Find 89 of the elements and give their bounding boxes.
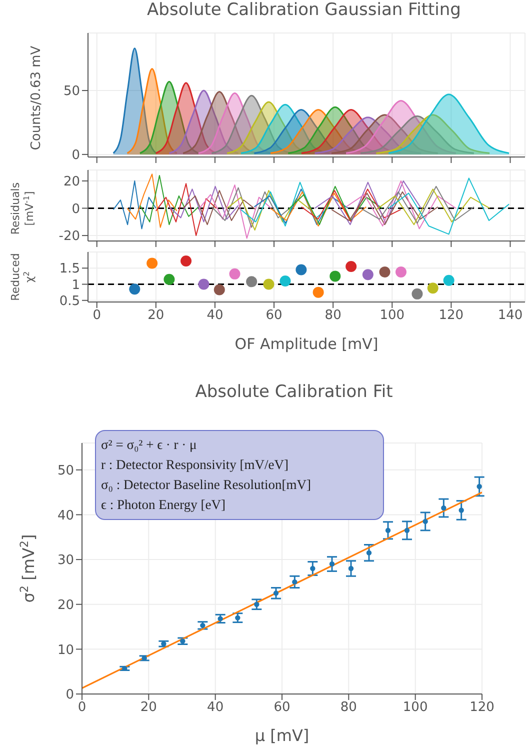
x-axis-title: μ [mV] — [254, 726, 310, 745]
point — [198, 278, 210, 290]
chart-title: Absolute Calibration Gaussian Fitting — [146, 0, 462, 20]
chart-title: Absolute Calibration Fit — [194, 382, 394, 402]
y-tick-label: 50 — [57, 464, 74, 479]
x-tick-label: 20 — [140, 700, 157, 716]
y-tick-label: -20 — [58, 229, 80, 244]
point — [385, 528, 391, 533]
x-tick-label: 120 — [470, 700, 494, 716]
point — [348, 566, 354, 572]
point — [296, 264, 307, 276]
x-tick-label: 20 — [148, 308, 164, 324]
y-tick-label: 1.5 — [59, 262, 80, 277]
line-series — [182, 190, 256, 226]
point — [362, 269, 374, 280]
point — [164, 274, 175, 285]
y-tick-label: 50 — [63, 84, 80, 100]
y-tick-label: 40 — [57, 508, 74, 524]
y-tick-label: 0 — [72, 148, 80, 164]
point — [292, 579, 298, 585]
annotation: σ² = σ₀² + ϵ · r · μ — [101, 436, 198, 454]
point — [229, 268, 240, 280]
x-tick-label: 60 — [266, 308, 282, 324]
point — [476, 484, 482, 490]
point — [427, 282, 438, 294]
point — [263, 278, 274, 290]
point — [366, 550, 372, 556]
x-tick-label: 40 — [207, 700, 224, 716]
point — [146, 258, 158, 269]
line-series — [300, 188, 402, 222]
point — [412, 288, 423, 300]
line-series — [240, 182, 330, 226]
point — [404, 528, 410, 533]
y-tick-label: 20 — [63, 174, 80, 190]
annotation: ϵ : Photon Energy [eV] — [101, 496, 226, 514]
line-series — [288, 186, 383, 226]
line-series — [388, 178, 510, 235]
annotation: σ₀ : Detector Baseline Resolution[mV] — [101, 476, 312, 494]
y-tick-label: 30 — [57, 553, 74, 568]
point — [458, 508, 464, 513]
point — [280, 276, 291, 287]
line-series — [139, 174, 199, 226]
x-tick-label: 140 — [498, 308, 523, 324]
x-tick-label: 80 — [340, 700, 357, 716]
y-tick-label: 10 — [57, 642, 74, 658]
y-axis-title: Counts/0.63 mV — [29, 46, 44, 150]
x-tick-label: 60 — [274, 700, 290, 716]
y-tick-label: 1 — [72, 278, 80, 293]
line-series — [346, 180, 456, 230]
point — [329, 561, 335, 567]
point — [441, 505, 446, 511]
y-tick-label: 20 — [57, 598, 74, 613]
line-series — [254, 188, 349, 226]
x-tick-label: 120 — [438, 308, 464, 324]
x-tick-label: 80 — [324, 308, 342, 324]
point — [310, 566, 316, 572]
point — [395, 266, 406, 278]
line-series — [155, 183, 217, 236]
line-series — [331, 191, 438, 226]
point — [214, 284, 225, 296]
point — [129, 284, 140, 295]
line-series — [112, 180, 156, 230]
line-series — [126, 174, 178, 228]
line-series — [314, 180, 422, 226]
point — [180, 256, 192, 267]
point — [443, 274, 454, 286]
x-tick-label: 0 — [92, 308, 101, 324]
point — [379, 266, 390, 278]
point — [312, 286, 324, 298]
x-axis-title: OF Amplitude [mV] — [234, 335, 378, 353]
line-series — [168, 186, 239, 222]
line-series — [270, 191, 367, 226]
line-series — [376, 188, 490, 226]
y-tick-label: 0 — [72, 202, 80, 217]
point — [254, 602, 260, 607]
point — [273, 590, 279, 596]
x-tick-label: 100 — [380, 308, 405, 324]
y-tick-label: 0.5 — [59, 294, 80, 309]
line-series — [360, 186, 474, 224]
point — [346, 261, 357, 272]
point — [246, 276, 258, 288]
x-tick-label: 100 — [402, 700, 428, 716]
line-series — [198, 184, 272, 239]
line-series — [226, 190, 311, 231]
y-tick-label: 0 — [66, 688, 74, 703]
annotation: r : Detector Responsivity [mV/eV] — [101, 456, 290, 474]
point — [422, 518, 428, 524]
x-tick-label: 40 — [206, 308, 224, 324]
point — [330, 270, 341, 282]
